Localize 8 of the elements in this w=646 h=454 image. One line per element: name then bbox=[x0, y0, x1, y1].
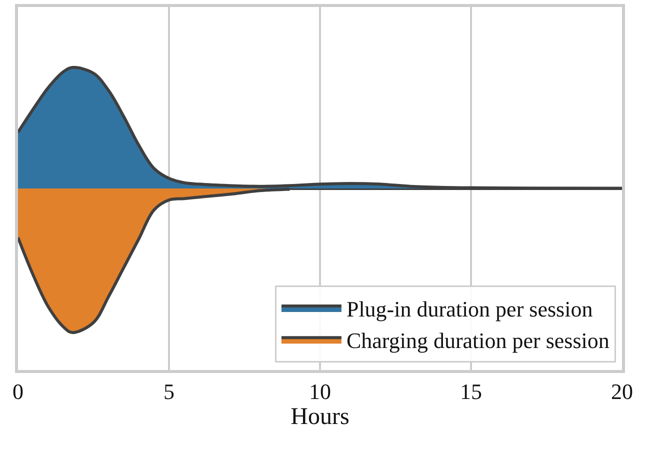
x-tick-label: 20 bbox=[611, 379, 633, 404]
x-axis-title: Hours bbox=[290, 404, 350, 430]
legend-label: Plug-in duration per session bbox=[346, 296, 593, 322]
x-tick-label: 0 bbox=[12, 379, 24, 404]
x-tick-label: 15 bbox=[460, 379, 482, 404]
legend-label: Charging duration per session bbox=[346, 328, 610, 354]
x-tick-label: 10 bbox=[309, 379, 331, 404]
x-tick-label: 5 bbox=[164, 379, 174, 404]
